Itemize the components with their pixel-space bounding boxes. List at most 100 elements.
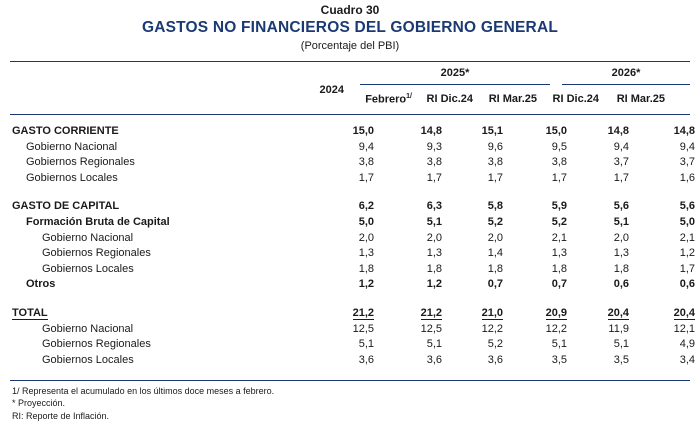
cell-value-text: 11,9 xyxy=(608,322,629,335)
cell-value-text: 3,5 xyxy=(551,353,567,366)
cell-value-text: 1,3 xyxy=(358,247,374,260)
cell-value: 5,2 xyxy=(503,215,567,231)
cell-value: 12,2 xyxy=(503,322,567,338)
table-row: Formación Bruta de Capital 5,0 5,1 5,2 5,2 5,… xyxy=(12,215,695,231)
cell-value: 5,0 xyxy=(315,215,374,231)
cell-value-text: 4,9 xyxy=(679,338,695,351)
footnote-projection: * Proyección. xyxy=(12,398,66,409)
cell-value-text: 9,5 xyxy=(551,140,567,153)
cell-value-text: 5,9 xyxy=(551,200,567,213)
row-label-text: GASTO DE CAPITAL xyxy=(12,200,120,213)
cell-value-text: 5,1 xyxy=(426,215,442,228)
cell-value-text: 3,6 xyxy=(358,353,374,366)
cell-value: 3,4 xyxy=(629,353,695,369)
cell-value: 6,3 xyxy=(374,199,442,215)
cell-value-text: 5,1 xyxy=(426,338,442,351)
cell-value: 5,6 xyxy=(567,199,629,215)
cell-value-text: 2,0 xyxy=(613,231,629,244)
cell-value-text: 12,2 xyxy=(481,322,503,335)
cell-value-text: 5,1 xyxy=(551,338,567,351)
cell-value-text: 5,2 xyxy=(551,215,567,228)
cell-value-text: 15,0 xyxy=(352,125,374,137)
cell-value-text: 12,1 xyxy=(673,322,695,335)
cell-value-text: 12,2 xyxy=(545,322,567,335)
row-label-text: TOTAL xyxy=(12,306,48,320)
row-label-text: GASTO CORRIENTE xyxy=(12,125,119,137)
row-label-text: Gobiernos Regionales xyxy=(26,156,135,169)
cell-value: 5,6 xyxy=(629,199,695,215)
cell-value-text: 5,0 xyxy=(358,215,374,228)
cell-value: 2,0 xyxy=(442,231,503,247)
table-row: Gobiernos Regionales 5,1 5,1 5,2 5,1 5,1 4,9 xyxy=(12,337,695,353)
cell-value: 0,6 xyxy=(567,277,629,293)
cell-value-text: 0,7 xyxy=(551,278,567,291)
cell-value-text: 3,8 xyxy=(426,156,442,169)
cell-value: 9,4 xyxy=(629,140,695,156)
cell-value-text: 3,4 xyxy=(679,353,695,366)
cell-value-text: 1,7 xyxy=(426,171,442,184)
cell-value-text: 1,2 xyxy=(679,247,695,260)
cell-value: 9,5 xyxy=(503,140,567,156)
row-label: Gobiernos Regionales xyxy=(12,246,315,262)
cell-value: 3,5 xyxy=(567,353,629,369)
cell-value: 1,8 xyxy=(442,262,503,278)
row-spacer xyxy=(12,293,695,306)
col-header-ri-dic24-2026: RI Dic.24 xyxy=(552,93,599,105)
col-header-febrero-label: Febrero xyxy=(365,93,407,106)
row-label-text: Gobiernos Locales xyxy=(42,353,134,366)
bottom-rule xyxy=(10,380,690,381)
cell-value-text: 1,7 xyxy=(487,171,503,184)
cell-value: 20,4 xyxy=(567,306,629,322)
row-spacer xyxy=(12,186,695,199)
cell-value: 5,1 xyxy=(503,337,567,353)
cell-value: 14,8 xyxy=(629,124,695,140)
row-label: Gobierno Nacional xyxy=(12,231,315,247)
footnote-1: 1/ Representa el acumulado en los último… xyxy=(12,386,275,396)
cell-value: 1,7 xyxy=(315,171,374,187)
cell-value-text: 1,3 xyxy=(613,247,629,260)
cell-value: 21,2 xyxy=(315,306,374,322)
cell-value: 1,7 xyxy=(442,171,503,187)
cell-value-text: 1,8 xyxy=(613,262,629,275)
row-label: Gobierno Nacional xyxy=(12,140,315,156)
table-title: GASTOS NO FINANCIEROS DEL GOBIERNO GENER… xyxy=(141,19,559,36)
cell-value-text: 9,6 xyxy=(487,140,503,153)
cell-value: 11,9 xyxy=(567,322,629,338)
group-rule-2026 xyxy=(562,84,690,85)
cell-value-text: 1,7 xyxy=(679,262,695,275)
cell-value: 12,2 xyxy=(442,322,503,338)
cell-value: 5,0 xyxy=(629,215,695,231)
cell-value: 21,2 xyxy=(374,306,442,322)
cell-value: 3,6 xyxy=(374,353,442,369)
row-label: Gobiernos Regionales xyxy=(12,155,315,171)
cell-value-text: 1,7 xyxy=(613,171,629,184)
table-row: Gobiernos Locales 1,8 1,8 1,8 1,8 1,8 1,7 xyxy=(12,262,695,278)
cell-value-text: 2,0 xyxy=(426,231,442,244)
cell-value: 1,7 xyxy=(374,171,442,187)
table-number: Cuadro 30 xyxy=(320,3,380,17)
table-row: Otros 1,2 1,2 0,7 0,7 0,6 0,6 xyxy=(12,277,695,293)
cell-value: 2,0 xyxy=(315,231,374,247)
row-label-text: Gobierno Nacional xyxy=(42,231,134,244)
cell-value-text: 1,2 xyxy=(358,278,374,291)
cell-value: 15,1 xyxy=(442,124,503,140)
cell-value-text: 1,4 xyxy=(487,247,503,260)
row-label: Gobiernos Locales xyxy=(12,262,315,278)
row-label: Gobiernos Locales xyxy=(12,353,315,369)
cell-value: 20,9 xyxy=(503,306,567,322)
cell-value: 12,5 xyxy=(374,322,442,338)
cell-value-text: 20,9 xyxy=(545,306,567,320)
cell-value-text: 3,6 xyxy=(487,353,503,366)
table-subtitle: (Porcentaje del PBI) xyxy=(300,40,400,52)
cell-value-text: 21,0 xyxy=(481,306,503,320)
cell-value-text: 6,2 xyxy=(358,200,374,213)
cell-value-text: 9,4 xyxy=(679,140,695,153)
row-label-text: Formación Bruta de Capital xyxy=(26,215,170,228)
cell-value: 14,8 xyxy=(374,124,442,140)
cell-value: 21,0 xyxy=(442,306,503,322)
cell-value: 1,2 xyxy=(629,246,695,262)
cell-value-text: 5,2 xyxy=(487,215,503,228)
cell-value-text: 15,1 xyxy=(481,125,503,137)
data-table: GASTO CORRIENTE 15,0 14,8 15,1 15,0 14,8 14,8 G… xyxy=(12,124,695,368)
table-row: Gobierno Nacional 9,4 9,3 9,6 9,5 9,4 9,4 xyxy=(12,140,695,156)
